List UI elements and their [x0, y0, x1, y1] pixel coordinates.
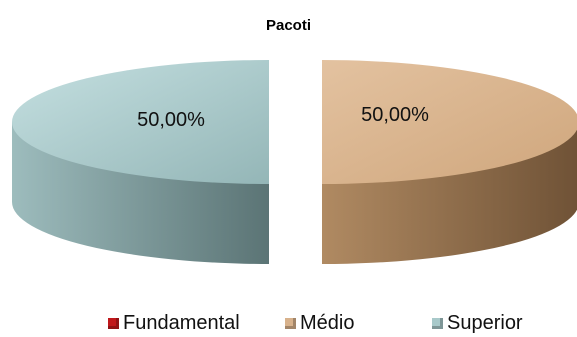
- data-label-superior: 50,00%: [137, 109, 205, 131]
- slice-superior: [12, 60, 269, 184]
- legend-swatch: [108, 318, 119, 329]
- legend-swatch: [432, 318, 443, 329]
- legend: Fundamental Médio Superior: [0, 312, 577, 336]
- legend-label: Superior: [447, 312, 523, 334]
- slice-medio: [322, 60, 577, 184]
- legend-item-superior: Superior: [432, 312, 523, 335]
- legend-label: Fundamental: [123, 312, 240, 334]
- chart-title: Pacoti: [265, 17, 311, 34]
- legend-item-mdio: Médio: [285, 312, 354, 335]
- legend-label: Médio: [300, 312, 355, 334]
- legend-item-fundamental: Fundamental: [108, 312, 240, 335]
- data-label-medio: 50,00%: [361, 104, 429, 126]
- legend-swatch: [285, 318, 296, 329]
